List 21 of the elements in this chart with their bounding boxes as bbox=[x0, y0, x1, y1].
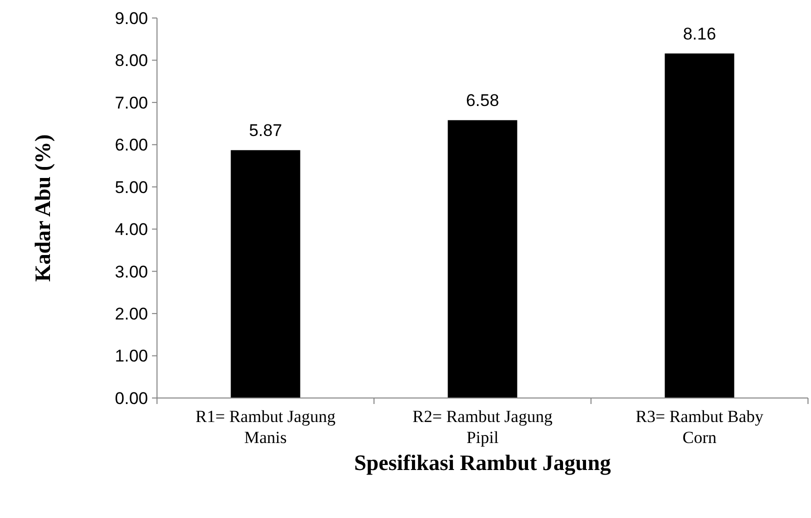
y-tick-label: 8.00 bbox=[114, 51, 148, 70]
x-tick-label: R1= Rambut Jagung Manis bbox=[196, 407, 336, 447]
bar bbox=[448, 120, 518, 398]
y-tick-label: 9.00 bbox=[114, 8, 148, 28]
x-tick-label: R3= Rambut Baby Corn bbox=[636, 407, 764, 447]
y-tick-label: 0.00 bbox=[114, 388, 148, 408]
y-tick-label: 2.00 bbox=[114, 304, 148, 324]
y-tick-label: 1.00 bbox=[114, 346, 148, 366]
x-tick-label: R2= Rambut Jagung Pipil bbox=[412, 407, 553, 447]
data-label: 6.58 bbox=[466, 91, 500, 110]
data-label: 8.16 bbox=[682, 24, 716, 44]
y-tick-label: 6.00 bbox=[114, 136, 148, 155]
y-tick-label: 4.00 bbox=[114, 220, 148, 240]
y-tick-label: 3.00 bbox=[114, 262, 148, 282]
data-label: 5.87 bbox=[248, 121, 282, 140]
x-axis-title: Spesifikasi Rambut Jagung bbox=[354, 450, 611, 475]
y-tick-label: 5.00 bbox=[114, 178, 148, 197]
bar bbox=[664, 53, 734, 398]
y-tick-label: 7.00 bbox=[114, 93, 148, 112]
y-axis-title: Kadar Abu (%) bbox=[30, 134, 55, 282]
bar bbox=[230, 150, 300, 398]
